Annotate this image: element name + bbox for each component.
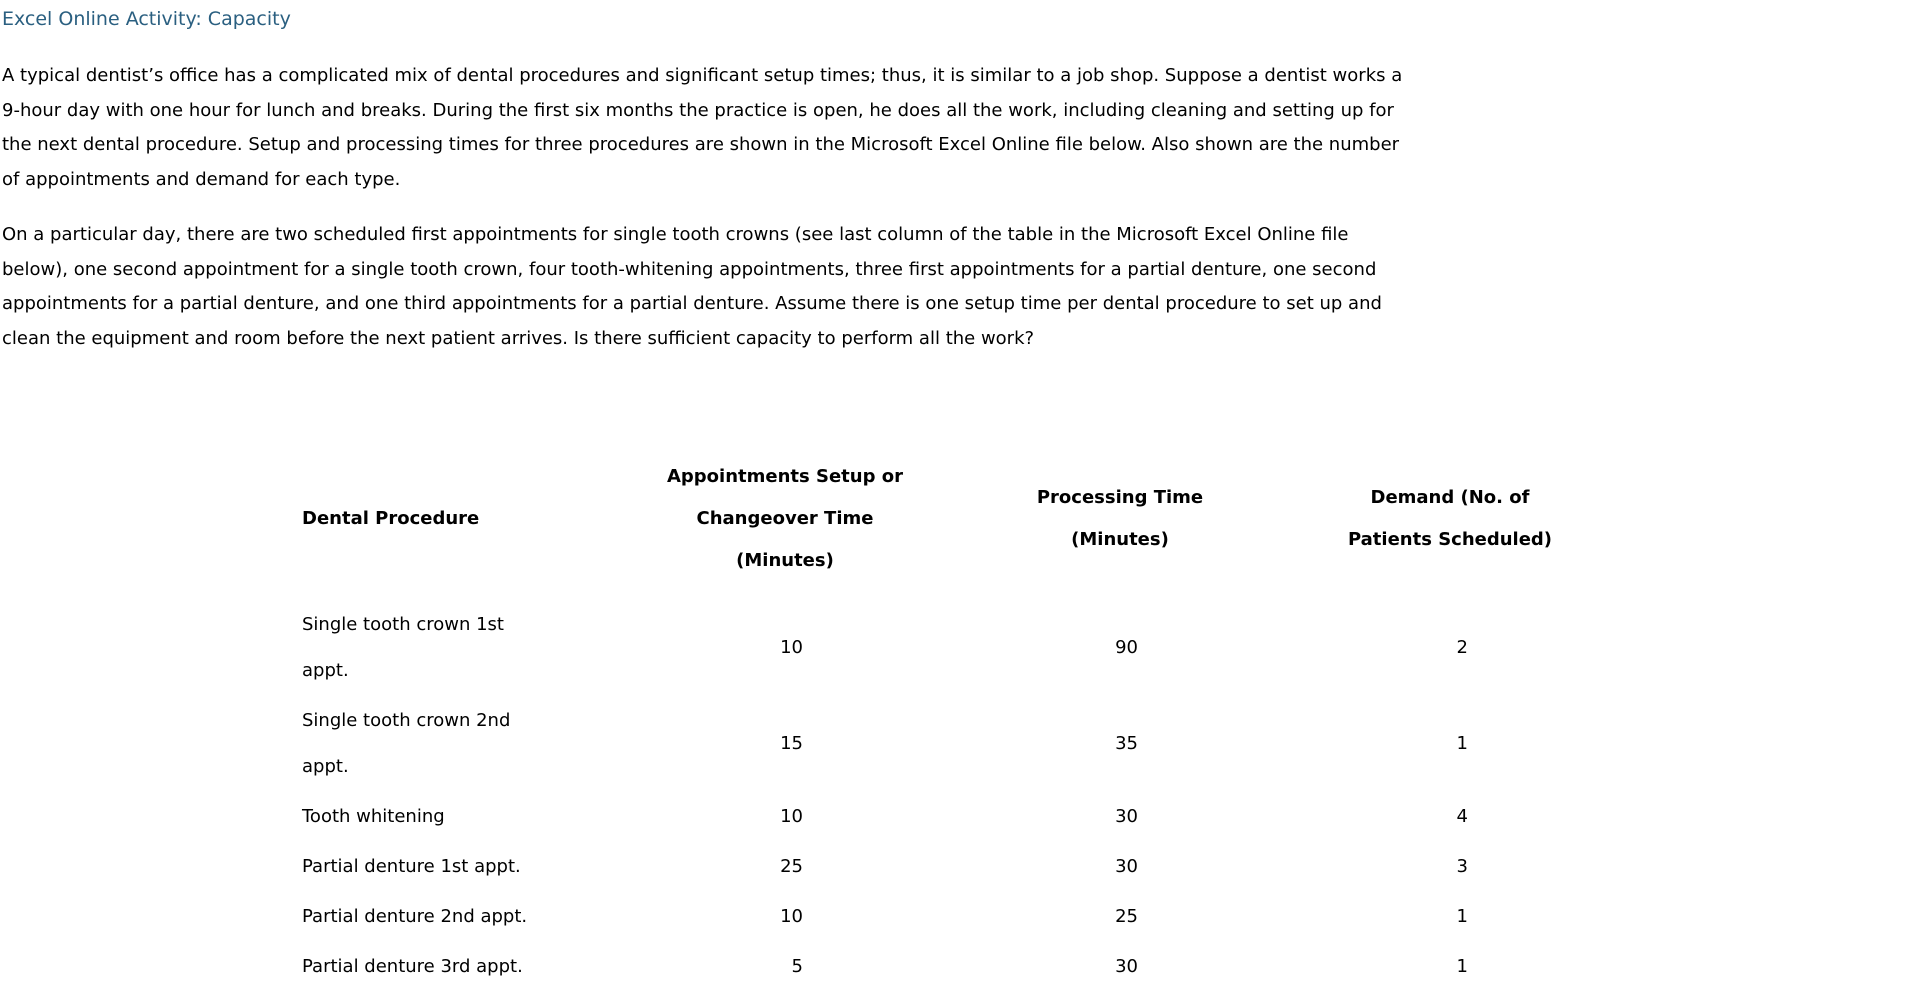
setup-cell: 15 — [620, 696, 950, 792]
setup-value: 10 — [780, 637, 803, 658]
capacity-table: Dental Procedure Appointments Setup or C… — [300, 448, 1610, 992]
setup-cell: 10 — [620, 792, 950, 842]
column-header-setup-time: Appointments Setup or Changeover Time (M… — [666, 466, 903, 571]
table-row: Single tooth crown 1st appt. 10 90 2 — [300, 600, 1610, 696]
demand-cell: 1 — [1290, 942, 1610, 992]
demand-value: 3 — [1456, 856, 1468, 877]
demand-cell: 1 — [1290, 892, 1610, 942]
question-paragraph: On a particular day, there are two sched… — [2, 224, 1382, 349]
setup-value: 10 — [780, 806, 803, 827]
demand-value: 1 — [1456, 733, 1468, 754]
setup-value: 5 — [791, 956, 803, 977]
column-header-dental-procedure: Dental Procedure — [302, 508, 480, 529]
processing-value: 30 — [1115, 956, 1138, 977]
processing-cell: 30 — [950, 942, 1290, 992]
processing-value: 30 — [1115, 856, 1138, 877]
table-row: Partial denture 1st appt. 25 30 3 — [300, 842, 1610, 892]
procedure-cell: Partial denture 1st appt. — [302, 856, 521, 877]
setup-value: 25 — [780, 856, 803, 877]
processing-cell: 90 — [950, 600, 1290, 696]
demand-value: 1 — [1456, 956, 1468, 977]
processing-value: 25 — [1115, 906, 1138, 927]
table-header-row: Dental Procedure Appointments Setup or C… — [300, 448, 1610, 600]
demand-cell: 2 — [1290, 600, 1610, 696]
processing-cell: 25 — [950, 892, 1290, 942]
processing-cell: 35 — [950, 696, 1290, 792]
page-title: Excel Online Activity: Capacity — [2, 8, 291, 30]
setup-value: 15 — [780, 733, 803, 754]
demand-cell: 4 — [1290, 792, 1610, 842]
demand-cell: 1 — [1290, 696, 1610, 792]
intro-paragraph: A typical dentist’s office has a complic… — [2, 65, 1403, 190]
table-row: Single tooth crown 2nd appt. 15 35 1 — [300, 696, 1610, 792]
processing-value: 30 — [1115, 806, 1138, 827]
processing-value: 90 — [1115, 637, 1138, 658]
processing-cell: 30 — [950, 842, 1290, 892]
processing-value: 35 — [1115, 733, 1138, 754]
procedure-cell: Partial denture 2nd appt. — [302, 906, 528, 927]
setup-cell: 10 — [620, 892, 950, 942]
procedure-cell: Single tooth crown 1st appt. — [302, 614, 504, 681]
column-header-processing-time: Processing Time (Minutes) — [1036, 487, 1204, 550]
setup-cell: 10 — [620, 600, 950, 696]
procedure-cell: Partial denture 3rd appt. — [302, 956, 523, 977]
setup-cell: 25 — [620, 842, 950, 892]
demand-value: 2 — [1456, 637, 1468, 658]
table-row: Tooth whitening 10 30 4 — [300, 792, 1610, 842]
procedure-cell: Single tooth crown 2nd appt. — [302, 710, 511, 777]
setup-value: 10 — [780, 906, 803, 927]
processing-cell: 30 — [950, 792, 1290, 842]
demand-cell: 3 — [1290, 842, 1610, 892]
table-row: Partial denture 3rd appt. 5 30 1 — [300, 942, 1610, 992]
demand-value: 1 — [1456, 906, 1468, 927]
procedure-cell: Tooth whitening — [302, 806, 445, 827]
setup-cell: 5 — [620, 942, 950, 992]
demand-value: 4 — [1456, 806, 1468, 827]
column-header-demand: Demand (No. of Patients Scheduled) — [1347, 487, 1553, 550]
table-row: Partial denture 2nd appt. 10 25 1 — [300, 892, 1610, 942]
